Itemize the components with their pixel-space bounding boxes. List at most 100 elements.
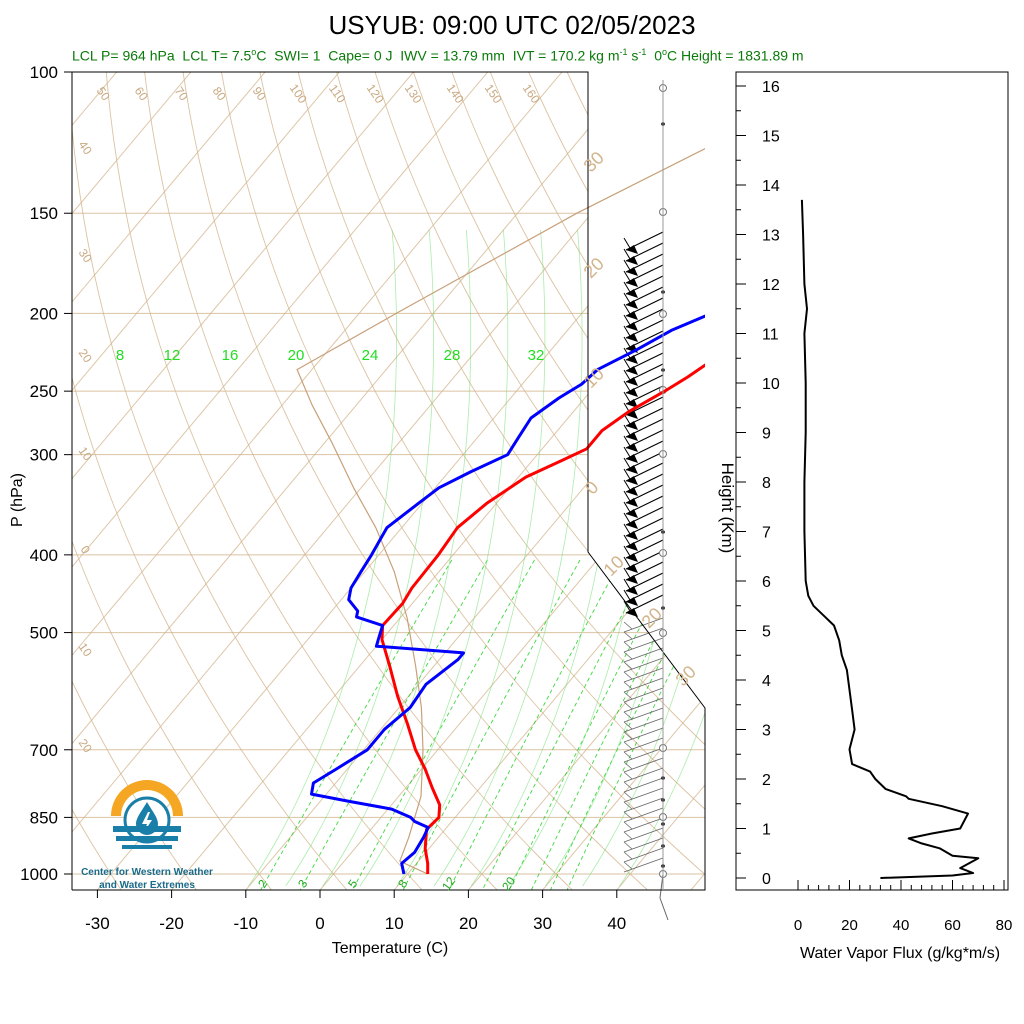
wind-barb-flag bbox=[626, 575, 638, 584]
iwv-value: IWV = 13.79 mm bbox=[400, 47, 505, 64]
surface-barb bbox=[659, 873, 669, 921]
dry-adiabat-line bbox=[406, 72, 705, 890]
logo-water-band-2 bbox=[116, 836, 178, 841]
wind-barb-staff bbox=[623, 847, 664, 863]
wind-barb-flag bbox=[626, 366, 638, 375]
mixing-ratio-line bbox=[348, 559, 535, 890]
sounding-series bbox=[296, 148, 705, 875]
dry-adiabat-line bbox=[142, 72, 581, 890]
wind-barb-tick bbox=[623, 731, 633, 740]
wind-barb-tick bbox=[623, 631, 633, 640]
wind-barb-flag bbox=[626, 410, 638, 419]
wind-barb-tick bbox=[623, 781, 633, 790]
height-tick-label: 2 bbox=[762, 772, 771, 789]
ivt-exponent-1: -1 bbox=[619, 47, 628, 57]
wind-barb-tick bbox=[623, 841, 633, 850]
isotherm-line bbox=[385, 72, 705, 890]
dry-adiabat-label: 120 bbox=[364, 81, 387, 106]
wind-barb-flag bbox=[626, 421, 638, 430]
wind-barb-staff bbox=[623, 767, 664, 783]
wind-barb-flag bbox=[626, 564, 638, 573]
wind-barb-flag bbox=[626, 289, 638, 298]
wind-barb-tick bbox=[623, 791, 633, 800]
dry-adiabat-line bbox=[633, 72, 705, 890]
wind-barb-tick bbox=[623, 651, 633, 660]
dry-adiabat-label: 150 bbox=[482, 81, 505, 106]
height-tick-label: 4 bbox=[762, 673, 771, 690]
x-tick-label: 20 bbox=[459, 914, 478, 933]
flux-x-axis-label: Water Vapor Flux (g/kg*m/s) bbox=[800, 945, 1000, 962]
wind-barb-staff bbox=[623, 797, 664, 813]
cape-value: Cape= 0 J bbox=[328, 47, 393, 64]
wind-barb-tick bbox=[623, 589, 631, 601]
isotherm-line bbox=[72, 72, 505, 890]
wind-barb-flag bbox=[626, 443, 638, 452]
wind-barb-flag bbox=[626, 542, 638, 551]
wind-barb-tick bbox=[623, 281, 631, 293]
isotherm-label: 10 bbox=[76, 444, 95, 463]
height-tick-label: 3 bbox=[762, 723, 771, 740]
wind-barb-staff bbox=[623, 787, 664, 803]
dry-adiabat-line bbox=[217, 72, 705, 890]
wind-barb-staff bbox=[623, 637, 664, 653]
dry-adiabat-line bbox=[368, 72, 705, 890]
height-tick-label: 6 bbox=[762, 574, 771, 591]
height-tick-label: 11 bbox=[762, 327, 779, 344]
moist-adiabat-line bbox=[619, 229, 705, 887]
wind-barb-tick bbox=[623, 468, 631, 480]
wind-barb-flag bbox=[626, 355, 638, 364]
flux-panel-frame bbox=[735, 71, 1009, 891]
flux-x-tick-label: 40 bbox=[893, 917, 910, 934]
wind-barb-staff bbox=[623, 857, 664, 873]
wind-barb-tick bbox=[623, 303, 631, 315]
isotherm-label: 20 bbox=[76, 346, 95, 365]
wind-barb-tick bbox=[623, 801, 633, 810]
moist-adiabat-line bbox=[396, 229, 546, 887]
mixing-ratio-line bbox=[445, 559, 622, 890]
wind-barb-tick bbox=[623, 556, 631, 568]
mixing-ratio-label: 32 bbox=[528, 347, 545, 364]
y-tick-label: 300 bbox=[30, 446, 58, 465]
wind-barb-flag bbox=[626, 509, 638, 518]
height-tick-label: 1 bbox=[762, 822, 771, 839]
wind-barb-flag bbox=[626, 498, 638, 507]
wind-barb-flag bbox=[626, 278, 638, 287]
height-tick-label: 0 bbox=[762, 871, 771, 888]
dry-adiabat-line bbox=[72, 72, 203, 890]
dry-adiabat-line bbox=[104, 72, 506, 890]
wind-barb-staff bbox=[623, 757, 664, 773]
flux-x-tick-label: 20 bbox=[841, 917, 858, 934]
y-tick-label: 150 bbox=[30, 204, 58, 223]
chart-title: USYUB: 09:00 UTC 02/05/2023 bbox=[328, 10, 696, 40]
height-tick-label: 5 bbox=[762, 624, 771, 641]
wind-barb-staff bbox=[623, 817, 664, 833]
wind-barb-tick bbox=[623, 721, 633, 730]
isotherm-label-right: 30 bbox=[580, 148, 608, 176]
x-axis-label: Temperature (C) bbox=[332, 940, 448, 957]
dry-adiabat-label: 130 bbox=[402, 81, 425, 106]
logo-line-2: and Water Extremes bbox=[99, 880, 195, 891]
isotherm-label: 40 bbox=[76, 138, 95, 157]
wind-barb-tick bbox=[623, 523, 631, 535]
wind-barb-staff bbox=[623, 827, 664, 843]
dry-adiabat-line bbox=[293, 72, 705, 890]
y-tick-label: 850 bbox=[30, 808, 58, 827]
wind-barb-tick bbox=[623, 567, 631, 579]
wind-barb-tick bbox=[623, 457, 631, 469]
wind-barb-flag bbox=[626, 586, 638, 595]
wind-barb-tick bbox=[623, 259, 631, 271]
plot-frame bbox=[64, 71, 706, 898]
y-tick-label: 700 bbox=[30, 741, 58, 760]
wind-barb-tick bbox=[623, 861, 633, 870]
wind-barb-tick bbox=[623, 671, 633, 680]
ivt-seconds: s bbox=[627, 47, 639, 64]
wind-barb-tick bbox=[623, 358, 631, 370]
isotherm-label-right: 20 bbox=[580, 254, 608, 282]
dewpoint-line bbox=[310, 314, 705, 875]
wind-barb-staff bbox=[623, 647, 664, 663]
swi-value: SWI= 1 bbox=[274, 47, 321, 64]
isotherm-label-right: 30 bbox=[672, 662, 700, 690]
wind-barb-staff bbox=[623, 697, 664, 713]
